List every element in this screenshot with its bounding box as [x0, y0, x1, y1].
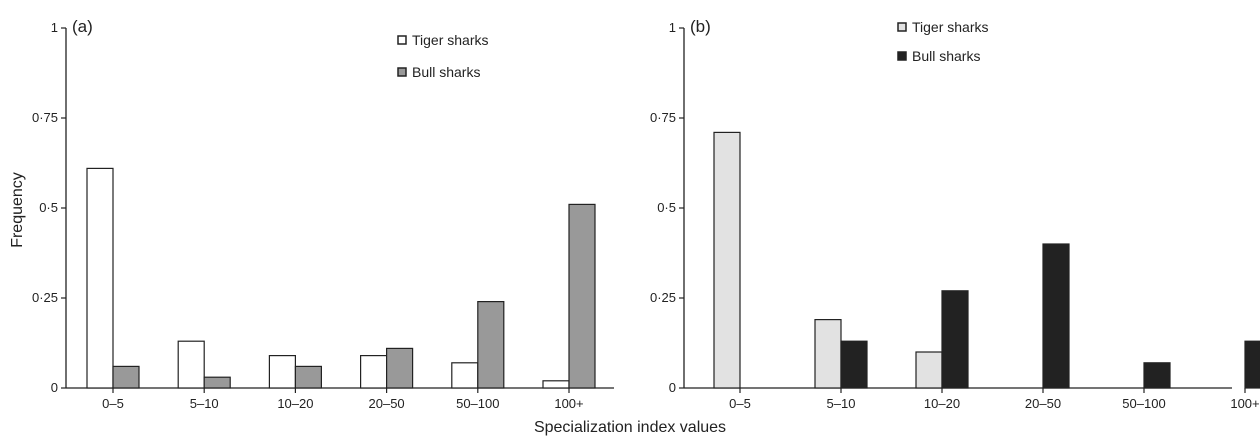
legend-label: Tiger sharks: [412, 32, 489, 48]
bar-tiger-2: [268, 355, 296, 389]
bar-tiger-0: [86, 167, 114, 389]
bar-tiger-3: [360, 355, 388, 389]
bar-bull-5: [1244, 340, 1260, 389]
bar-tiger-1: [177, 340, 205, 389]
legend-swatch: [897, 51, 907, 61]
x-tick-label: 10–20: [924, 396, 960, 411]
bar-bull-5: [568, 203, 596, 389]
bar-bull-4: [477, 301, 505, 389]
bar-bull-2: [941, 290, 969, 389]
x-tick-label: 5–10: [190, 396, 219, 411]
legend-swatch: [397, 67, 407, 77]
bar-bull-3: [1042, 243, 1070, 389]
x-tick-label: 20–50: [369, 396, 405, 411]
legend-swatch: [897, 22, 907, 32]
bar-bull-2: [294, 365, 322, 389]
y-tick-label: 0·75: [650, 110, 676, 125]
bar-bull-3: [386, 347, 414, 389]
y-axis-title: Frequency: [9, 172, 26, 248]
y-tick-label: 0·25: [650, 290, 676, 305]
bar-tiger-4: [451, 362, 479, 389]
x-tick-label: 100+: [1230, 396, 1259, 411]
bar-bull-4: [1143, 362, 1171, 389]
panel-b: 0 0·25 0·5 0·75 1 (b) 0–5 5–10 10–20 20–50 50–100 1…: [650, 17, 1260, 411]
bar-tiger-0: [713, 131, 741, 389]
x-tick-label: 0–5: [102, 396, 124, 411]
y-tick-label: 0: [669, 380, 676, 395]
legend-label: Bull sharks: [412, 64, 480, 80]
x-tick-label: 20–50: [1025, 396, 1061, 411]
x-tick-label: 100+: [554, 396, 583, 411]
panel-label: (b): [690, 17, 711, 36]
bar-tiger-2: [915, 351, 943, 389]
y-tick-label: 0·5: [657, 200, 676, 215]
x-tick-label: 50–100: [456, 396, 499, 411]
bar-tiger-1: [814, 319, 842, 389]
y-tick-label: 1: [669, 20, 676, 35]
legend-label: Bull sharks: [912, 48, 980, 64]
panel-a: 0 0·25 0·5 0·75 1 (a) 0–5 5–10 10–20 20–50 50–100 1…: [32, 17, 614, 411]
bar-bull-1: [840, 340, 868, 389]
legend-swatch: [397, 35, 407, 45]
x-tick-label: 0–5: [729, 396, 751, 411]
x-tick-label: 5–10: [827, 396, 856, 411]
x-tick-label: 50–100: [1122, 396, 1165, 411]
panel-label: (a): [72, 17, 93, 36]
legend-label: Tiger sharks: [912, 19, 989, 35]
bar-bull-0: [112, 365, 140, 389]
x-axis-title: Specialization index values: [534, 419, 726, 436]
y-tick-label: 0·75: [32, 110, 58, 125]
bar-tiger-5: [542, 380, 570, 389]
x-tick-label: 10–20: [277, 396, 313, 411]
y-tick-label: 1: [51, 20, 58, 35]
y-tick-label: 0·25: [32, 290, 58, 305]
y-tick-label: 0: [51, 380, 58, 395]
y-tick-label: 0·5: [39, 200, 58, 215]
bar-bull-1: [203, 376, 231, 389]
